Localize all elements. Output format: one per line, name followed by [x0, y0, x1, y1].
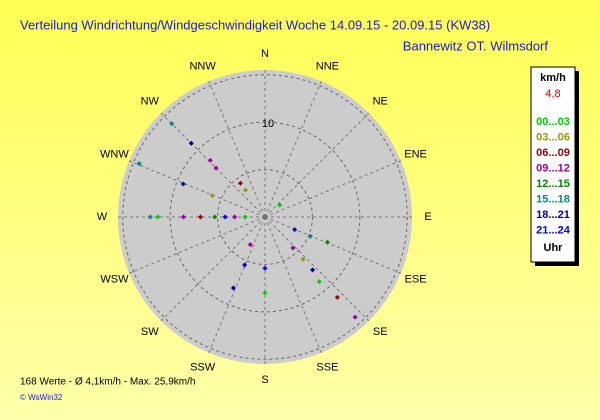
legend-title: km/h	[540, 72, 566, 84]
direction-label: W	[97, 211, 108, 223]
legend-entry: 00...03	[536, 116, 570, 128]
direction-label: S	[261, 374, 268, 386]
legend-shadow	[535, 262, 579, 266]
grid-circle	[122, 74, 408, 360]
data-point	[262, 290, 268, 296]
direction-label: WNW	[100, 149, 129, 161]
data-point	[316, 279, 322, 285]
legend-entry: 18...21	[536, 209, 570, 221]
legend-box	[530, 66, 576, 263]
direction-label: SW	[141, 326, 159, 338]
spoke	[264, 160, 402, 218]
legend-entry: 09...12	[536, 162, 570, 174]
data-point	[188, 140, 194, 146]
spoke	[264, 112, 370, 218]
spoke	[128, 160, 266, 218]
spoke	[160, 216, 266, 322]
data-point	[222, 214, 228, 220]
data-point	[155, 214, 161, 220]
chart-title: Verteilung Windrichtung/Windgeschwindigk…	[20, 17, 490, 32]
footer-copyright: © WsWin32	[20, 393, 63, 402]
data-point	[290, 245, 296, 251]
grid-circle	[217, 169, 313, 265]
grid-circle	[169, 121, 361, 313]
spoke	[264, 216, 322, 354]
data-point	[247, 242, 253, 248]
direction-label: WSW	[100, 273, 129, 285]
legend-entry: 12...15	[536, 178, 570, 190]
data-point	[136, 161, 142, 167]
legend-current: 4,8	[545, 88, 560, 100]
legend-entry: 15...18	[536, 193, 570, 205]
legend-entry: 06...09	[536, 147, 570, 159]
data-point	[180, 181, 186, 187]
data-point	[242, 187, 248, 193]
legend-entry: 21...24	[536, 224, 571, 236]
data-point	[198, 214, 204, 220]
data-point	[292, 227, 298, 233]
data-point	[180, 214, 186, 220]
direction-label: ENE	[404, 149, 427, 161]
direction-label: SSE	[316, 361, 338, 373]
legend-shadow	[575, 71, 579, 266]
data-point	[232, 214, 238, 220]
data-point	[147, 214, 153, 220]
footer-stats: 168 Werte - Ø 4,1km/h - Max. 25,9km/h	[20, 377, 195, 388]
r-tick-label: 10	[262, 118, 274, 130]
data-point	[209, 193, 215, 199]
legend-entry: 03...06	[536, 131, 570, 143]
data-point	[242, 262, 248, 268]
data-point	[169, 121, 175, 127]
spoke	[208, 80, 266, 218]
data-point	[242, 214, 248, 220]
spoke	[264, 80, 322, 218]
data-point	[212, 214, 218, 220]
direction-label: NNW	[189, 60, 216, 72]
direction-label: NW	[141, 96, 160, 108]
data-point	[307, 233, 313, 239]
direction-label: SE	[373, 326, 388, 338]
data-point	[277, 202, 283, 208]
data-point	[352, 314, 358, 320]
spoke	[160, 112, 266, 218]
data-point	[207, 157, 213, 163]
direction-label: SSW	[190, 361, 216, 373]
direction-label: N	[261, 48, 269, 60]
spoke	[264, 216, 402, 274]
data-point	[237, 180, 243, 186]
spoke	[208, 216, 266, 354]
data-point	[300, 256, 306, 262]
data-point	[334, 294, 340, 300]
legend-footer: Uhr	[544, 242, 564, 254]
direction-label: ESE	[405, 273, 427, 285]
spoke	[128, 216, 266, 274]
spoke	[264, 216, 370, 322]
data-point	[324, 239, 330, 245]
chart-subtitle: Bannewitz OT. Wilmsdorf	[403, 38, 549, 53]
direction-label: NE	[373, 96, 388, 108]
data-point	[262, 265, 268, 271]
direction-label: NNE	[316, 60, 339, 72]
data-point	[213, 165, 219, 171]
data-point	[310, 267, 316, 273]
data-point	[230, 285, 236, 291]
direction-label: E	[424, 211, 431, 223]
